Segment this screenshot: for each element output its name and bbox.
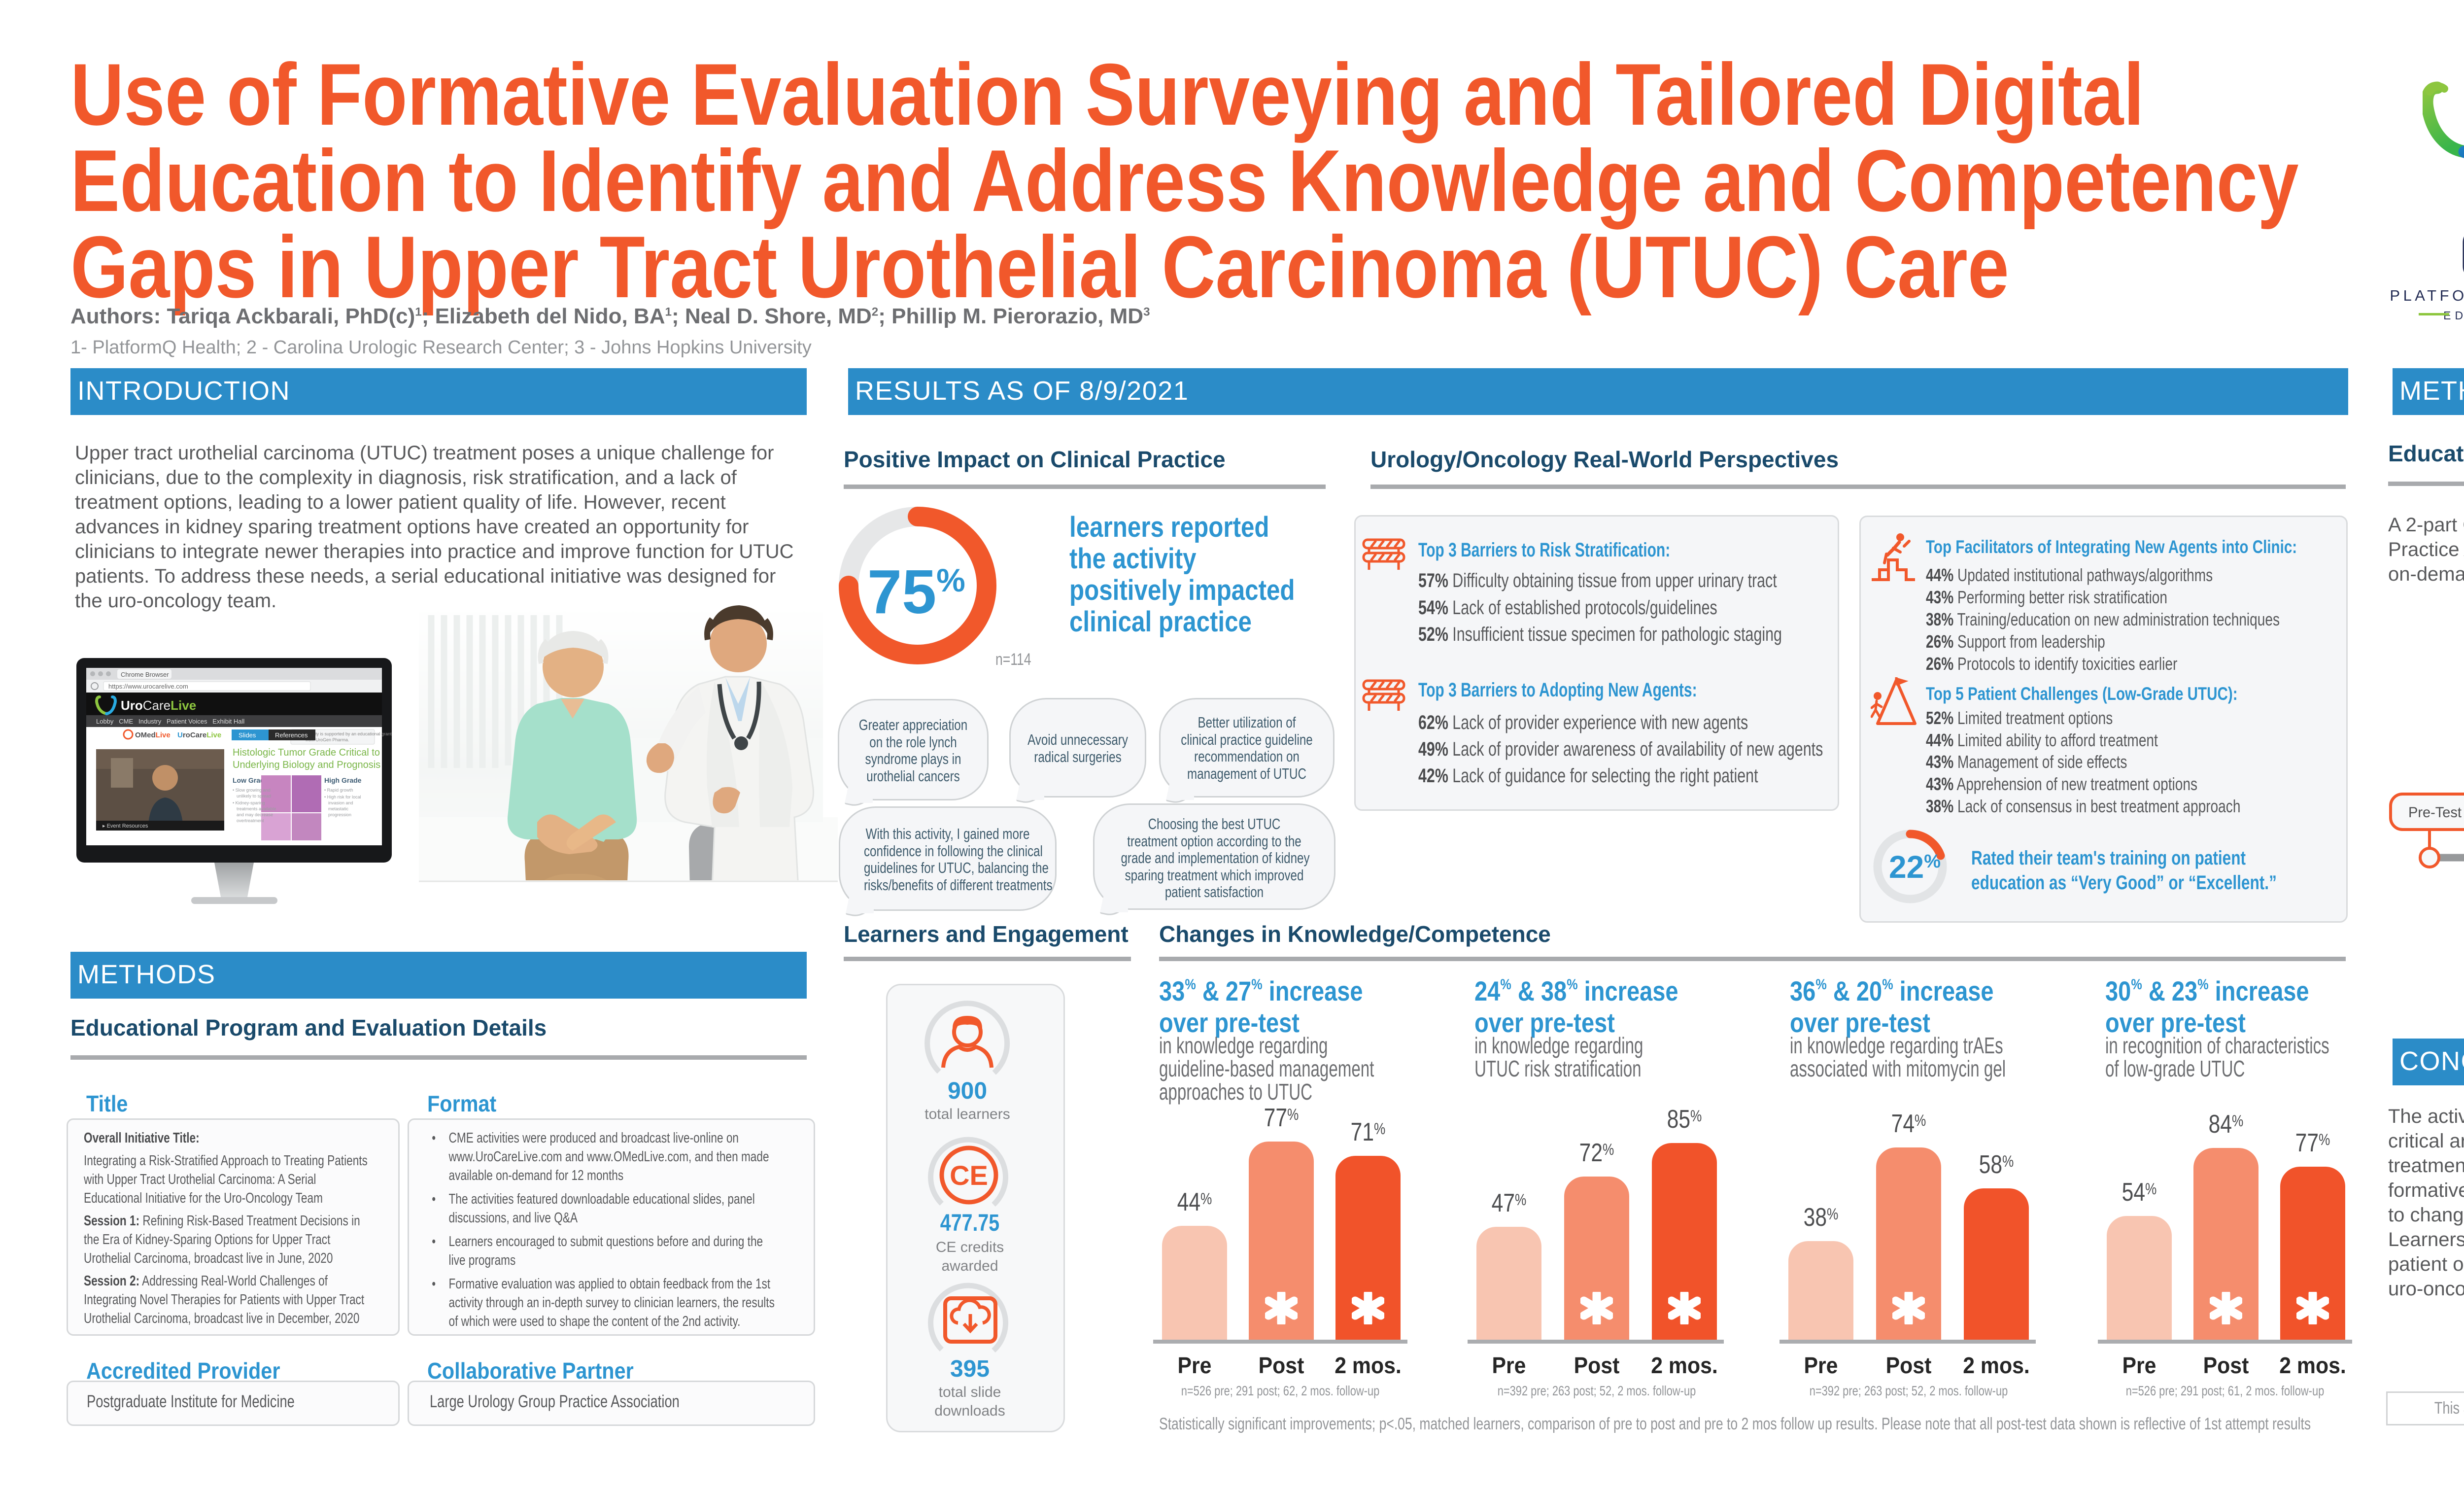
svg-text:progression: progression [328,812,351,817]
svg-text:Low Grade: Low Grade [233,776,269,784]
svg-text:treatments available: treatments available [237,806,276,811]
svg-text:Underlying Biology and Prognos: Underlying Biology and Prognosis [233,760,380,770]
svg-text:https://www.urocarelive.com: https://www.urocarelive.com [108,683,188,690]
svg-text:Chrome Browser: Chrome Browser [121,671,169,678]
svg-text:• Rapid growth: • Rapid growth [324,788,353,793]
svg-text:from UroGen Pharma.: from UroGen Pharma. [306,737,349,742]
svg-text:• Kidney-sparing: • Kidney-sparing [233,800,265,805]
svg-text:metastatic: metastatic [328,806,349,811]
svg-text:• Slow growing and: • Slow growing and [233,788,271,793]
svg-text:• High risk for local: • High risk for local [324,795,361,799]
svg-text:Histologic Tumor Grade Critica: Histologic Tumor Grade Critical to [233,747,380,758]
svg-text:unlikely to spread: unlikely to spread [237,794,271,798]
svg-text:Lobby CME Industry Patie: Lobby CME Industry Patient Voices Exhibi… [96,718,244,725]
svg-text:CE: CE [950,1160,988,1191]
svg-text:invasion and: invasion and [328,800,353,805]
svg-text:PLATFORMQ HEALTH: PLATFORMQ HEALTH [2390,287,2464,304]
svg-text:OMedLive: OMedLive [135,731,171,739]
svg-text:References: References [275,731,308,739]
svg-text:UroCareLive: UroCareLive [177,731,221,739]
svg-text:This activity is supported by: This activity is supported by an educati… [296,731,392,736]
svg-text:Pre-Test: Pre-Test [2408,804,2462,821]
svg-text:22%: 22% [1889,849,1941,885]
svg-text:▸ Event Resources: ▸ Event Resources [103,823,148,829]
svg-text:UroCareLive: UroCareLive [121,698,196,713]
svg-text:and may decrease: and may decrease [237,812,273,817]
svg-text:75%: 75% [867,557,965,626]
svg-text:Slides: Slides [239,731,256,739]
svg-text:overtreatment: overtreatment [237,818,264,823]
svg-text:High Grade: High Grade [324,776,362,784]
